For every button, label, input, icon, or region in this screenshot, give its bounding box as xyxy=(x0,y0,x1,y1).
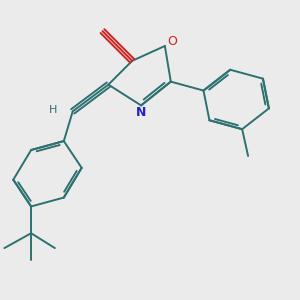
Text: O: O xyxy=(167,35,177,48)
Text: N: N xyxy=(136,106,146,119)
Text: H: H xyxy=(49,105,58,115)
